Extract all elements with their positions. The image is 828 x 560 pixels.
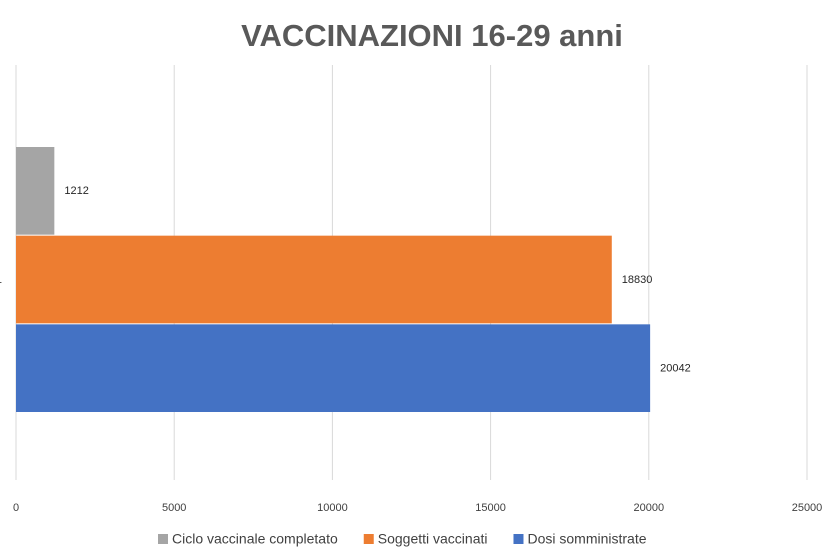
- legend-label: Ciclo vaccinale completato: [172, 531, 338, 547]
- value-label: 20042: [660, 363, 691, 375]
- x-tick-label: 25000: [792, 502, 823, 514]
- bar: [16, 235, 612, 324]
- bar: [16, 324, 651, 412]
- y-tick-label: 1: [0, 274, 2, 286]
- legend-swatch: [513, 534, 524, 544]
- legend-label: Dosi somministrate: [527, 531, 646, 547]
- legend-swatch: [363, 534, 374, 544]
- chart-title: VACCINAZIONI 16-29 anni: [241, 18, 623, 53]
- x-tick-label: 5000: [162, 502, 186, 514]
- legend-swatch: [158, 534, 168, 544]
- x-tick-label: 10000: [317, 502, 348, 514]
- x-tick-label: 20000: [634, 502, 665, 514]
- x-tick-label: 15000: [475, 502, 506, 514]
- bar: [16, 147, 55, 235]
- value-label: 1212: [64, 185, 88, 197]
- value-label: 18830: [622, 274, 653, 286]
- legend-label: Soggetti vaccinati: [378, 531, 488, 547]
- x-tick-label: 0: [13, 502, 19, 514]
